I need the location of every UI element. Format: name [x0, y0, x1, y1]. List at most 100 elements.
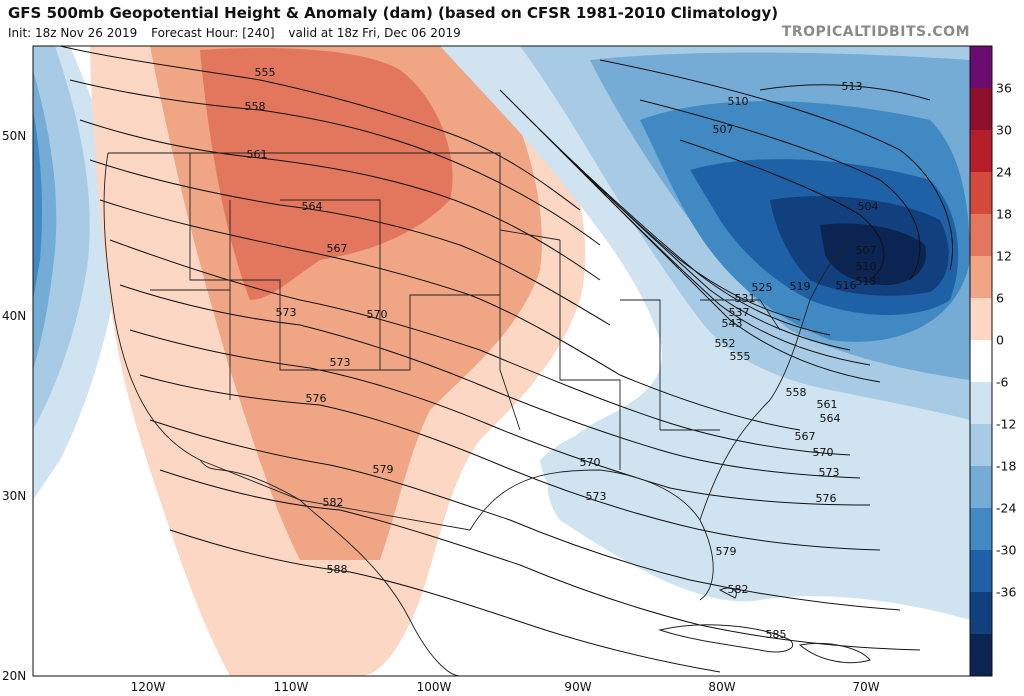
- longitude-label: 80W: [708, 680, 736, 694]
- contour-label: 582: [728, 583, 749, 596]
- colorbar-tick-label: 6: [996, 290, 1004, 306]
- colorbar-swatch: [970, 382, 992, 425]
- brand-watermark: TROPICALTIDBITS.COM: [781, 24, 970, 40]
- longitude-label: 90W: [564, 680, 592, 694]
- longitude-label: 110W: [273, 680, 309, 694]
- latitude-label: 40N: [2, 309, 27, 323]
- latitude-label: 50N: [2, 129, 27, 143]
- longitude-label: 70W: [852, 680, 880, 694]
- contour-label: 531: [735, 292, 756, 305]
- state-lines-4: [150, 200, 231, 400]
- contour-label: 516: [836, 279, 857, 292]
- anomaly-negative-west-3: [33, 70, 57, 370]
- contour-label: 504: [858, 200, 879, 213]
- contour-label: 570: [813, 446, 834, 459]
- colorbar-frame: [969, 45, 993, 677]
- contour-label: 579: [373, 463, 394, 476]
- state-lines-1: [189, 153, 500, 371]
- contour-label: 573: [586, 490, 607, 503]
- contour-label: 558: [245, 100, 266, 113]
- contour-labels: 555 558 561 564 567 570 573 576 579 582 588 573 513 5…: [245, 66, 879, 641]
- colorbar: [969, 45, 993, 677]
- colorbar-swatch: [970, 88, 992, 131]
- colorbar-tick-label: 12: [996, 248, 1012, 264]
- contour-label: 567: [795, 430, 816, 443]
- colorbar-swatch: [970, 508, 992, 551]
- colorbar-swatch: [970, 550, 992, 593]
- contour-label: 510: [856, 260, 877, 273]
- colorbar-tick-label: -12: [996, 416, 1017, 432]
- colorbar-tick-label: 0: [996, 332, 1004, 348]
- borders: [103, 152, 851, 676]
- contour-label: 576: [816, 492, 837, 505]
- colorbar-tick-label: -36: [996, 584, 1017, 600]
- colorbar-tick-label: -30: [996, 542, 1017, 558]
- contour-label: 555: [730, 350, 751, 363]
- colorbar-tick-label: 18: [996, 206, 1012, 222]
- colorbar-swatch: [970, 214, 992, 257]
- map-area: [33, 46, 970, 676]
- valid-time: valid at 18z Fri, Dec 06 2019: [288, 26, 461, 40]
- longitude-label: 100W: [416, 680, 452, 694]
- colorbar-swatch: [970, 424, 992, 467]
- colorbar-swatch: [970, 298, 992, 341]
- state-lines-5: [660, 299, 781, 431]
- contour-label: 588: [327, 563, 348, 576]
- contour-label: 570: [367, 308, 388, 321]
- contour-label: 519: [790, 280, 811, 293]
- contour-label: 507: [713, 123, 734, 136]
- contour-label: 537: [729, 306, 750, 319]
- contour-label: 576: [306, 392, 327, 405]
- colorbar-tick-label: -24: [996, 500, 1017, 516]
- anomaly-negative-gulf: [540, 416, 863, 596]
- contour-label: 507: [856, 244, 877, 257]
- colorbar-tick-label: -6: [996, 374, 1009, 390]
- forecast-hour: Forecast Hour: [240]: [151, 26, 275, 40]
- caribbean: [658, 587, 871, 664]
- anomaly-negative-west-4: [33, 110, 42, 300]
- colorbar-tick-label: 36: [996, 80, 1012, 96]
- state-lines-2: [280, 199, 521, 431]
- contour-label: 561: [817, 398, 838, 411]
- colorbar-tick-label: 30: [996, 122, 1012, 138]
- colorbar-swatch: [970, 634, 992, 677]
- contour-label: 525: [752, 281, 773, 294]
- map-title: GFS 500mb Geopotential Height & Anomaly …: [8, 4, 779, 22]
- contour-label: 582: [323, 496, 344, 509]
- run-info: Init: 18z Nov 26 2019 Forecast Hour: [24…: [8, 26, 471, 40]
- state-lines-3: [559, 240, 661, 470]
- contour-label: 555: [255, 66, 276, 79]
- contour-label: 573: [276, 306, 297, 319]
- east-coast: [699, 239, 851, 521]
- latitude-label: 30N: [2, 489, 27, 503]
- longitude-label: 120W: [130, 680, 166, 694]
- contour-label: 570: [580, 456, 601, 469]
- contour-label: 567: [327, 242, 348, 255]
- colorbar-swatch: [970, 466, 992, 509]
- colorbar-tick-label: -18: [996, 458, 1017, 474]
- contour-label: 561: [247, 148, 268, 161]
- init-time: Init: 18z Nov 26 2019: [8, 26, 138, 40]
- anomaly-negative-east-core: [820, 223, 927, 286]
- colorbar-swatch: [970, 592, 992, 635]
- contour-label: 510: [728, 95, 749, 108]
- us-canada-border: [108, 152, 561, 241]
- colorbar-swatch: [970, 256, 992, 299]
- contour-label: 573: [819, 466, 840, 479]
- west-coast: [103, 152, 471, 531]
- colorbar-swatch: [970, 130, 992, 173]
- contour-label: 513: [842, 80, 863, 93]
- contour-label: 558: [786, 386, 807, 399]
- colorbar-swatch: [970, 340, 992, 383]
- anomaly-positive-ridge-3: [200, 48, 453, 300]
- latitude-label: 20N: [2, 669, 27, 683]
- colorbar-swatch: [970, 172, 992, 215]
- contour-label: 585: [766, 628, 787, 641]
- contour-label: 543: [722, 317, 743, 330]
- height-contours: [59, 46, 954, 673]
- colorbar-tick-label: 24: [996, 164, 1012, 180]
- contour-label: 564: [302, 200, 323, 213]
- colorbar-swatch: [970, 46, 992, 89]
- contour-label: 552: [715, 337, 736, 350]
